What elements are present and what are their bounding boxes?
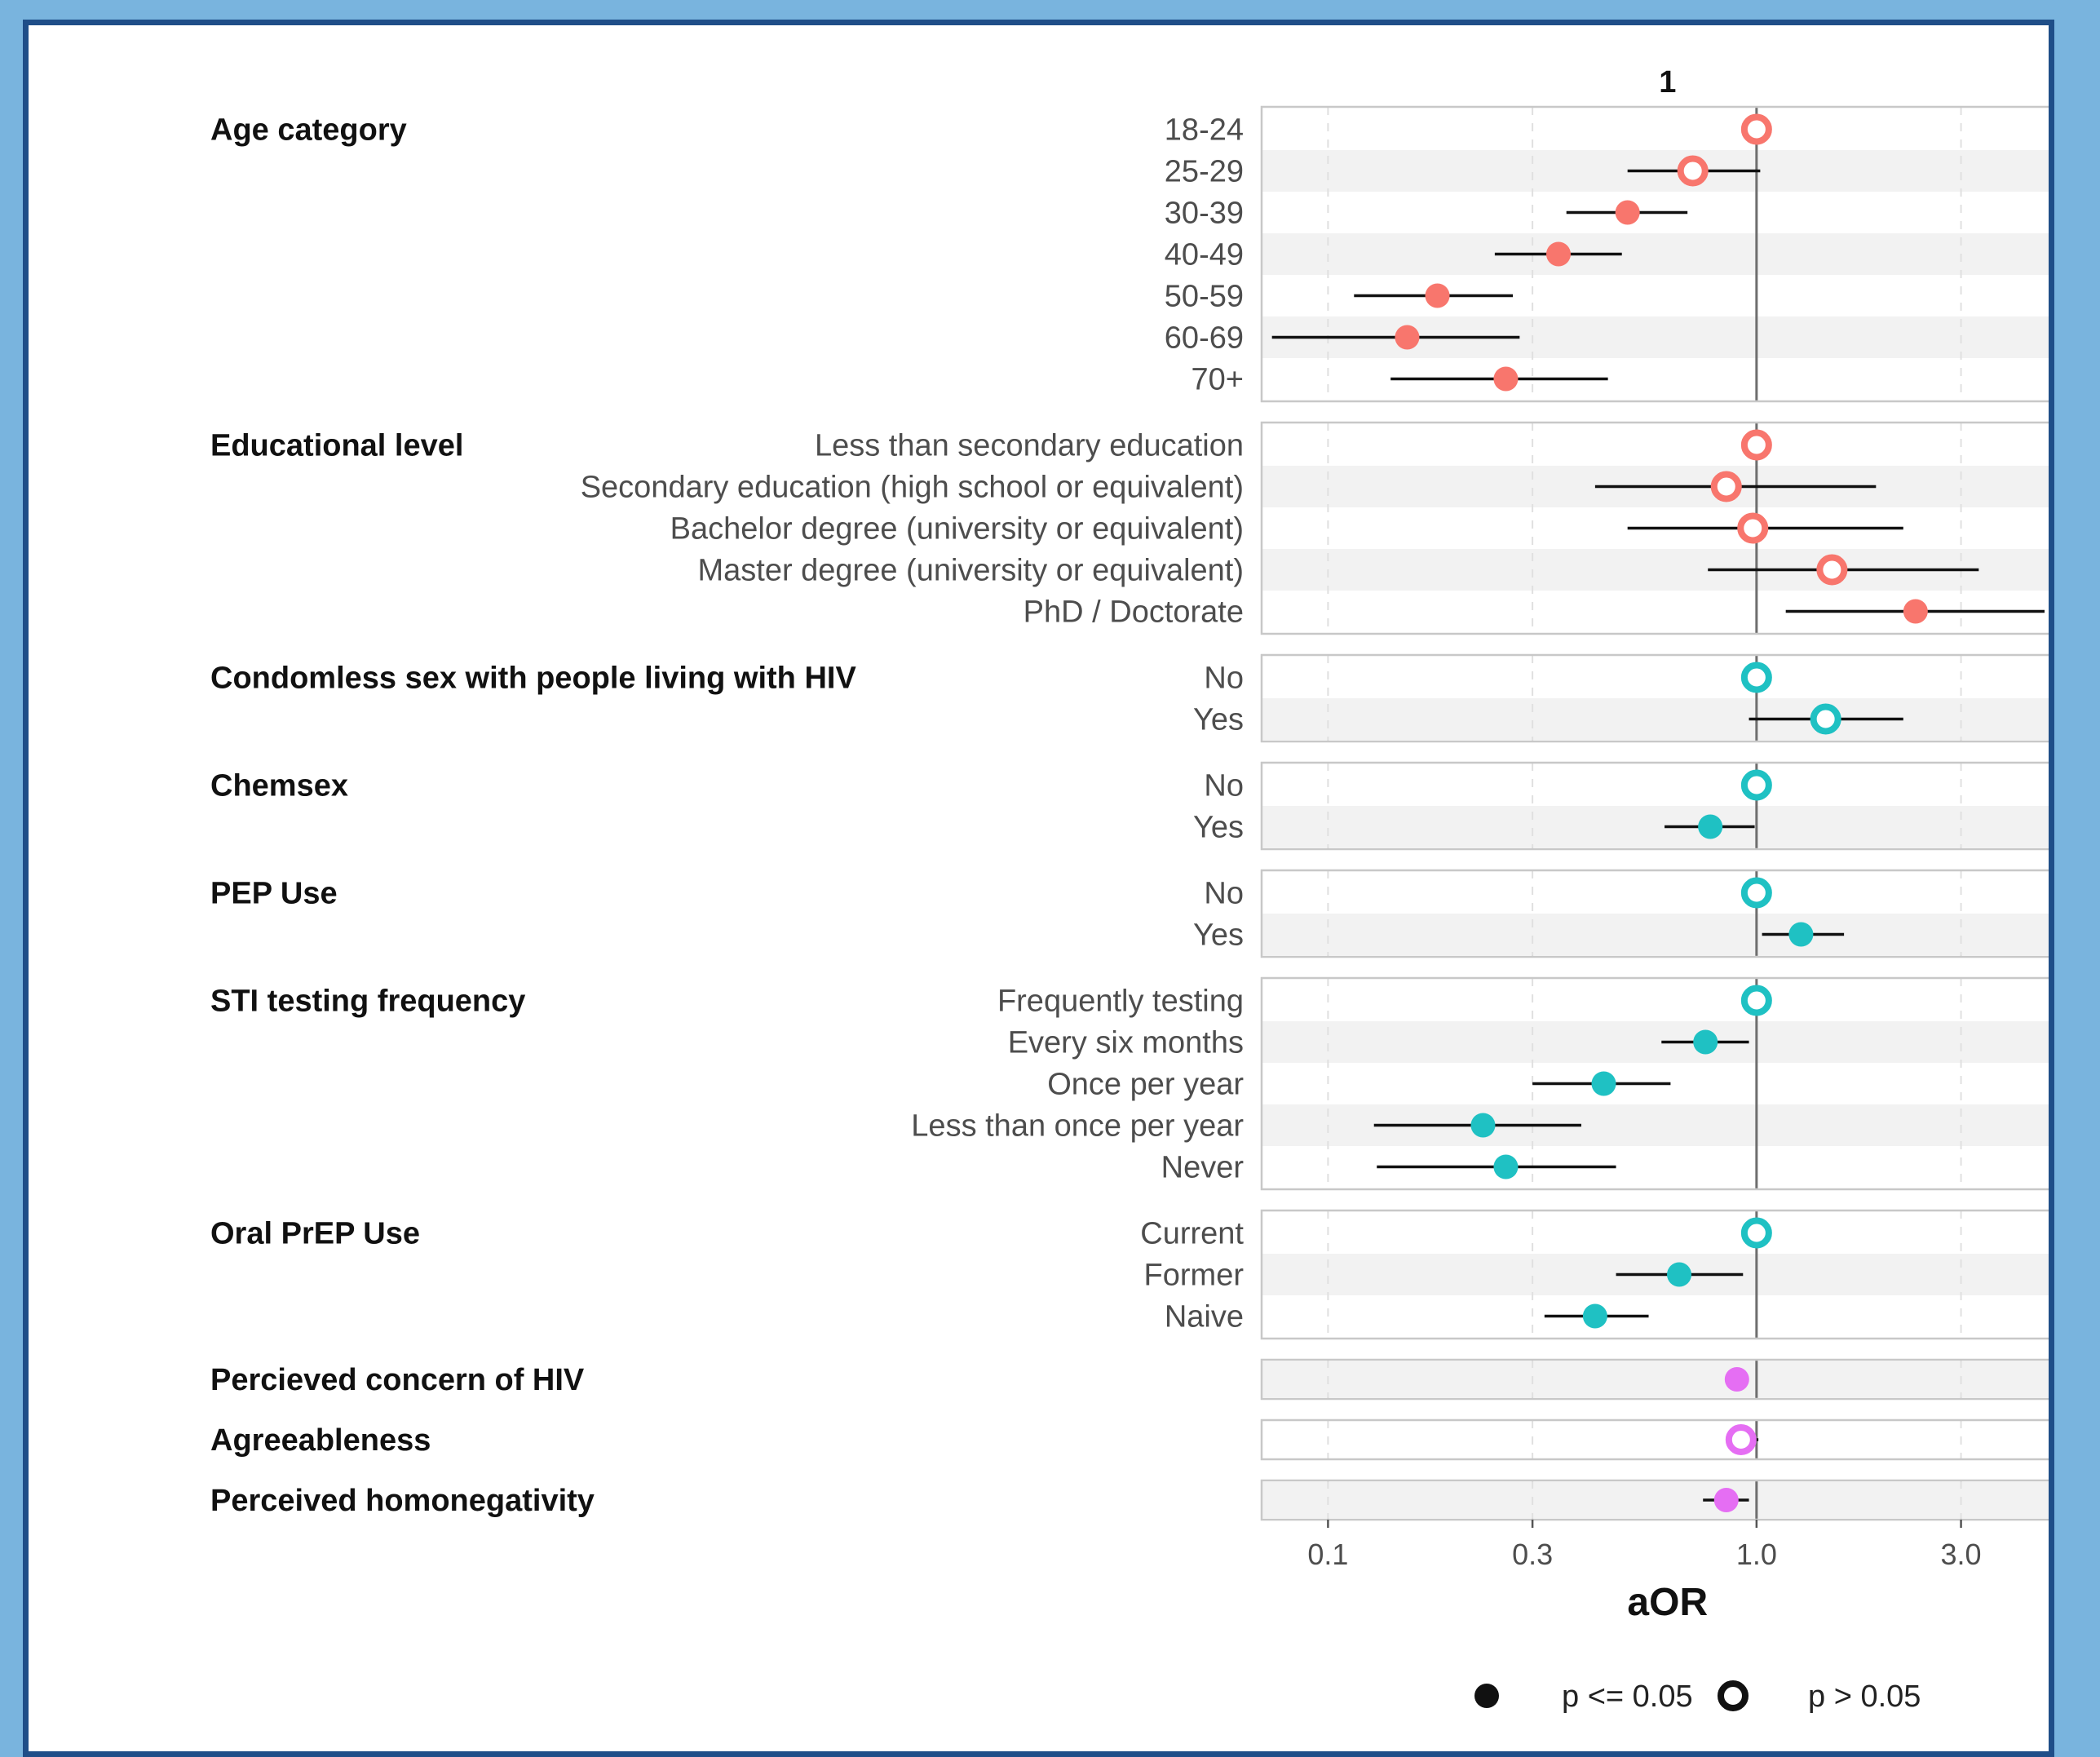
point-estimate-significant — [1591, 1071, 1616, 1096]
point-estimate-significant — [1667, 1262, 1692, 1287]
category-label: Secondary education (high school or equi… — [581, 471, 1244, 505]
point-estimate-significant — [1425, 283, 1450, 308]
row-band — [1262, 1361, 2049, 1397]
point-estimate-nonsignificant — [1816, 554, 1848, 586]
x-axis-label: aOR — [1627, 1581, 1708, 1624]
category-label: 25-29 — [1165, 155, 1244, 189]
point-estimate-nonsignificant — [1737, 512, 1769, 544]
category-label: Master degree (university or equivalent) — [697, 554, 1244, 588]
legend-label: p <= 0.05 — [1562, 1680, 1693, 1714]
panel-border — [1260, 421, 2049, 635]
category-label: Every six months — [1008, 1026, 1244, 1060]
category-label: Yes — [1193, 811, 1244, 845]
panel-border — [1260, 1418, 2049, 1461]
category-label: 40-49 — [1165, 238, 1244, 272]
row-band — [1262, 914, 2049, 955]
group-header: Agreeableness — [210, 1423, 431, 1458]
x-tick-label: 0.1 — [1307, 1538, 1348, 1571]
panel-border — [1260, 1209, 2049, 1340]
category-label: Yes — [1193, 703, 1244, 737]
point-estimate-significant — [1395, 325, 1420, 350]
group-header: Perceived homonegativity — [210, 1484, 595, 1518]
panel-border — [1260, 1479, 2049, 1521]
x-tick-label: 0.3 — [1512, 1538, 1553, 1571]
group-header: Oral PrEP Use — [210, 1217, 420, 1251]
point-estimate-nonsignificant — [1677, 155, 1709, 187]
panel-border — [1260, 761, 2049, 851]
legend-marker-hollow — [1718, 1680, 1749, 1711]
panel-border — [1260, 653, 2049, 743]
legend-marker-filled — [1474, 1684, 1499, 1708]
category-label: Never — [1161, 1151, 1245, 1185]
row-band — [1262, 1021, 2049, 1063]
category-label: No — [1204, 877, 1244, 911]
row-band — [1262, 806, 2049, 848]
point-estimate-nonsignificant — [1740, 429, 1772, 461]
category-label: Less than once per year — [911, 1109, 1244, 1144]
group-header: Condomless sex with people living with H… — [210, 662, 856, 696]
row-band — [1262, 233, 2049, 275]
point-estimate-significant — [1713, 1488, 1739, 1512]
category-label: PhD / Doctorate — [1023, 595, 1244, 630]
group-header: PEP Use — [210, 877, 338, 911]
point-estimate-nonsignificant — [1740, 1217, 1772, 1249]
category-label: 30-39 — [1165, 197, 1244, 231]
point-estimate-significant — [1903, 599, 1928, 624]
forest-plot: 1 Age category 18-24 25-29 30-39 40-49 50-59 60… — [210, 65, 2049, 1714]
point-estimate-significant — [1493, 366, 1519, 392]
category-label: Frequently testing — [997, 985, 1244, 1019]
point-estimate-nonsignificant — [1740, 769, 1772, 801]
point-estimate-nonsignificant — [1740, 877, 1772, 909]
row-band — [1262, 1482, 2049, 1518]
category-label: Current — [1140, 1217, 1244, 1251]
point-estimate-nonsignificant — [1810, 703, 1841, 735]
category-label: 60-69 — [1165, 321, 1244, 356]
category-label: 50-59 — [1165, 280, 1244, 314]
point-estimate-significant — [1724, 1367, 1749, 1392]
x-tick-label: 1.0 — [1736, 1538, 1777, 1571]
category-label: No — [1204, 769, 1244, 803]
point-estimate-nonsignificant — [1740, 113, 1772, 145]
panel-border — [1260, 1358, 2049, 1401]
category-label: Former — [1144, 1259, 1245, 1293]
point-estimate-nonsignificant — [1725, 1424, 1757, 1455]
category-label: No — [1204, 662, 1244, 696]
x-tick-label: 3.0 — [1941, 1538, 1982, 1571]
point-estimate-significant — [1698, 814, 1723, 839]
figure-frame: 1 Age category 18-24 25-29 30-39 40-49 50-59 60… — [23, 20, 2054, 1757]
category-label: Yes — [1193, 918, 1244, 953]
point-estimate-nonsignificant — [1710, 471, 1742, 502]
point-estimate-nonsignificant — [1740, 985, 1772, 1016]
panel-border — [1260, 976, 2049, 1191]
category-label: 70+ — [1191, 363, 1244, 397]
point-estimate-significant — [1693, 1029, 1718, 1055]
group-header: Age category — [210, 113, 407, 148]
legend-label: p > 0.05 — [1808, 1680, 1921, 1714]
category-label: Bachelor degree (university or equivalen… — [670, 512, 1244, 547]
panel-border — [1260, 105, 2049, 403]
group-header: Educational level — [210, 429, 463, 463]
point-estimate-nonsignificant — [1740, 662, 1772, 693]
panel-border — [1260, 869, 2049, 958]
row-band — [1262, 698, 2049, 740]
category-label: Naive — [1165, 1300, 1244, 1334]
point-estimate-significant — [1582, 1303, 1607, 1329]
category-label: Less than secondary education — [815, 429, 1244, 463]
point-estimate-significant — [1493, 1154, 1519, 1179]
group-header: Percieved concern of HIV — [210, 1363, 585, 1397]
facet-label: 1 — [1659, 65, 1676, 100]
point-estimate-significant — [1788, 922, 1814, 947]
point-estimate-significant — [1470, 1113, 1496, 1138]
category-label: 18-24 — [1165, 113, 1244, 148]
point-estimate-significant — [1615, 200, 1640, 225]
group-header: Chemsex — [210, 769, 348, 803]
category-label: Once per year — [1047, 1068, 1244, 1102]
group-header: STI testing frequency — [210, 985, 525, 1019]
point-estimate-significant — [1545, 241, 1571, 267]
